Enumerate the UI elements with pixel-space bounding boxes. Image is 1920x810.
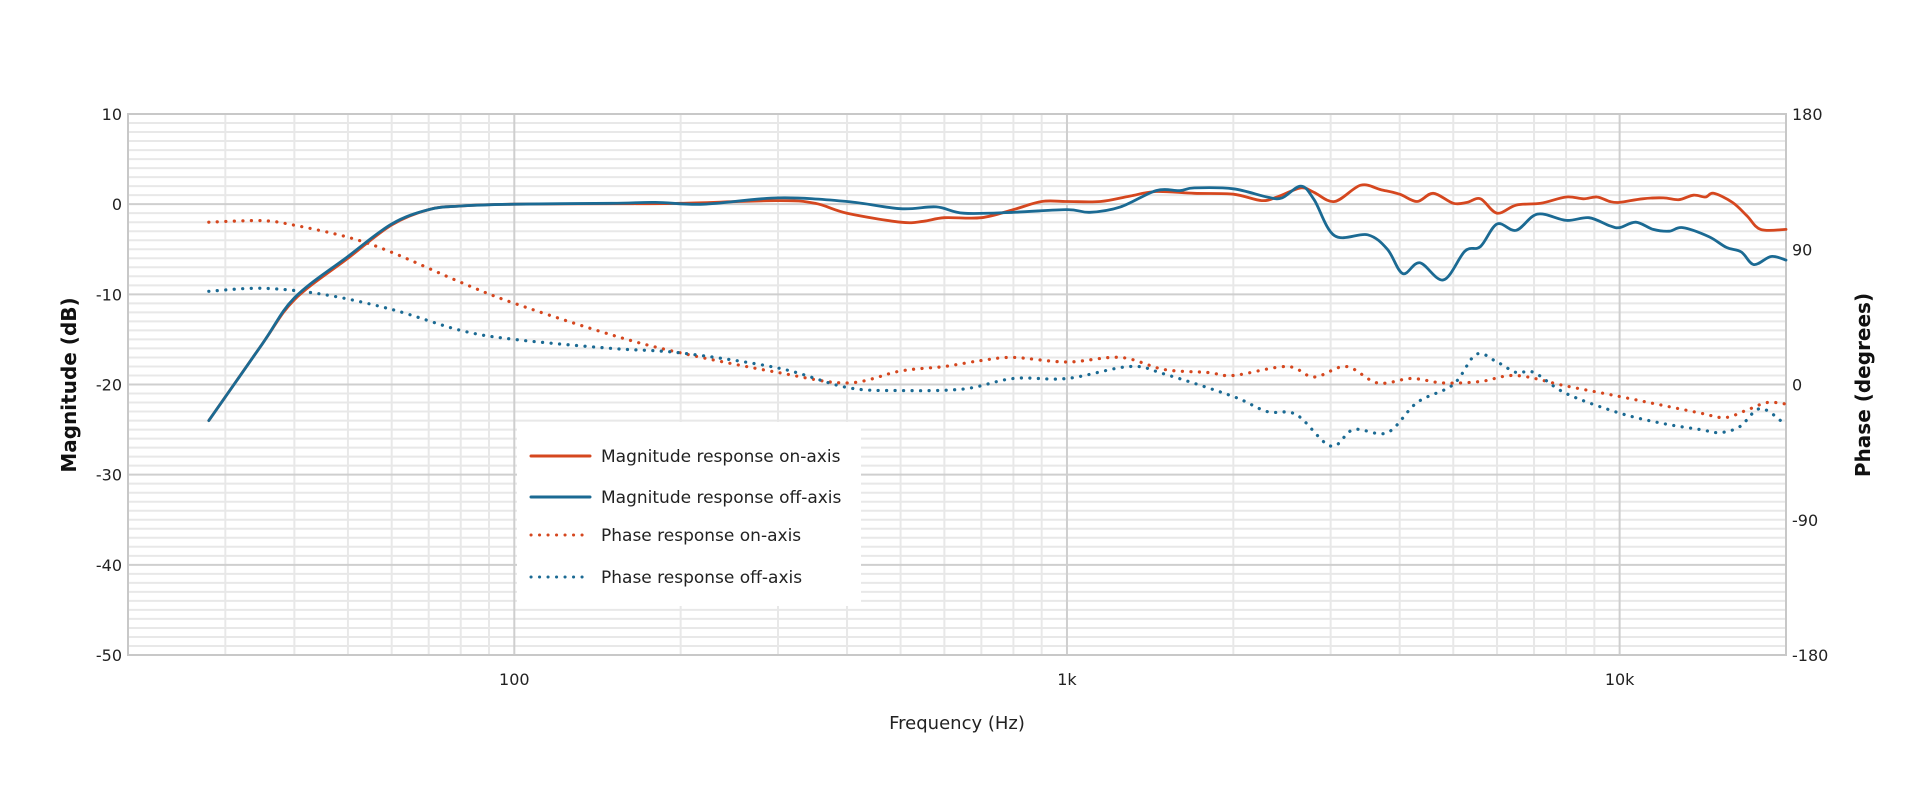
- y-left-tick-label: -50: [96, 646, 122, 665]
- y-right-tick-label: -180: [1792, 646, 1828, 665]
- legend-item: Phase response on-axis: [529, 526, 801, 546]
- right-axis-ticks: 180 90 0 -90 -180: [1792, 105, 1828, 665]
- legend-label: Magnitude response on-axis: [601, 447, 841, 467]
- y-right-tick-label: 0: [1792, 376, 1802, 395]
- magnitude-response-off-axis-line: [207, 184, 1788, 422]
- legend-label: Magnitude response off-axis: [601, 488, 842, 508]
- legend-item: Magnitude response on-axis: [529, 447, 841, 467]
- y-left-tick-label: -20: [96, 376, 122, 395]
- x-axis-title: Frequency (Hz): [889, 713, 1025, 734]
- legend-label: Phase response off-axis: [601, 568, 802, 588]
- legend-item: Phase response off-axis: [529, 568, 802, 588]
- legend-box: [517, 422, 861, 606]
- y-right-tick-label: 90: [1792, 240, 1812, 259]
- phase-response-on-axis-line: [207, 219, 1788, 420]
- x-tick-label: 10k: [1605, 670, 1635, 689]
- legend: Magnitude response on-axis Magnitude resp…: [517, 422, 861, 606]
- x-tick-label: 100: [499, 670, 530, 689]
- legend-item: Magnitude response off-axis: [529, 488, 842, 508]
- series-layer: [207, 183, 1788, 448]
- y-left-tick-label: -40: [96, 556, 122, 575]
- left-axis-ticks: 10 0 -10 -20 -30 -40 -50: [96, 105, 122, 665]
- x-axis-ticks: 100 1k 10k: [499, 670, 1635, 689]
- phase-response-off-axis-line: [207, 286, 1788, 448]
- y-right-tick-label: -90: [1792, 511, 1818, 530]
- y-left-axis-title: Magnitude (dB): [57, 297, 81, 472]
- y-left-tick-label: -10: [96, 285, 122, 304]
- y-left-tick-label: 0: [112, 195, 122, 214]
- y-left-tick-label: 10: [102, 105, 122, 124]
- plot-area-frame: [127, 113, 1787, 656]
- y-right-tick-label: 180: [1792, 105, 1823, 124]
- legend-label: Phase response on-axis: [601, 526, 801, 546]
- y-right-axis-title: Phase (degrees): [1851, 293, 1875, 477]
- x-tick-label: 1k: [1057, 670, 1077, 689]
- y-left-tick-label: -30: [96, 466, 122, 485]
